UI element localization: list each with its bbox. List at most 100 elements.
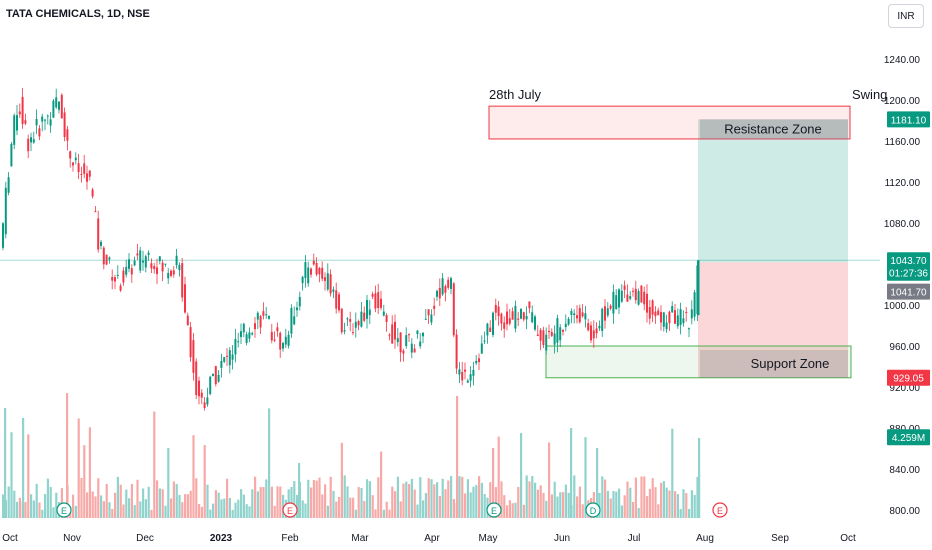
time-tick-label: Sep <box>771 533 789 544</box>
volume-bar <box>100 495 103 518</box>
volume-bar <box>674 491 677 518</box>
volume-bar <box>464 493 467 518</box>
volume-bar <box>223 498 226 518</box>
candle-body <box>508 318 511 324</box>
volume-bar <box>682 489 685 518</box>
candle-body <box>60 94 63 119</box>
volume-bar <box>422 500 425 518</box>
candle-body <box>161 262 164 272</box>
time-tick-label: Dec <box>136 533 154 544</box>
candle-body <box>301 276 304 284</box>
volume-bar <box>665 487 668 518</box>
resistance-zone-label: Resistance Zone <box>724 121 822 136</box>
last-candle-body <box>697 260 700 316</box>
volume-bar <box>97 478 100 518</box>
candle-body <box>685 311 688 313</box>
volume-bar <box>441 478 444 518</box>
volume-bar <box>576 496 579 518</box>
candle-body <box>136 253 139 256</box>
candle-body <box>648 307 651 319</box>
candle-body <box>251 333 254 335</box>
candle-body <box>18 111 21 115</box>
currency-button[interactable]: INR <box>888 4 924 28</box>
candle-body <box>399 332 402 353</box>
candle-body <box>262 311 265 316</box>
candle-body <box>245 334 248 343</box>
volume-bar <box>564 484 567 518</box>
candle-body <box>517 318 520 320</box>
volume-bar <box>452 499 455 518</box>
volume-bar <box>377 477 380 518</box>
candle-body <box>422 332 424 337</box>
volume-bar <box>324 484 327 518</box>
candle-body <box>346 318 349 320</box>
candle-body <box>128 259 130 269</box>
candle-body <box>282 343 284 349</box>
candle-body <box>623 285 626 290</box>
candle-body <box>273 339 276 341</box>
volume-bar <box>688 508 691 518</box>
candle-body <box>2 223 4 248</box>
volume-bar <box>203 444 206 518</box>
candle-body <box>242 323 245 333</box>
volume-bar <box>181 502 184 518</box>
time-tick-label: 2023 <box>210 533 233 544</box>
volume-layer <box>2 393 701 518</box>
candle-body <box>545 334 548 351</box>
volume-bar <box>310 487 313 518</box>
volume-bar <box>620 505 623 518</box>
volume-bar <box>352 497 355 518</box>
event-marker-label: E <box>287 506 293 516</box>
candle-body <box>32 139 35 143</box>
candle-body <box>276 327 279 332</box>
volume-bar <box>228 498 231 518</box>
volume-bar <box>242 494 245 518</box>
volume-bar <box>480 482 483 518</box>
volume-bar <box>217 492 220 518</box>
volume-bar <box>604 479 607 518</box>
price-tick-label: 1240.00 <box>884 55 921 66</box>
candle-body <box>41 116 44 122</box>
candle-body <box>184 284 186 313</box>
price-tag-bg <box>887 429 930 446</box>
candle-body <box>209 376 212 394</box>
volume-bar <box>256 491 259 518</box>
volume-bar <box>382 509 385 518</box>
candle-body <box>503 322 506 329</box>
candle-body <box>343 330 346 332</box>
volume-bar <box>497 436 500 518</box>
volume-bar <box>402 483 405 518</box>
candle-body <box>119 285 122 291</box>
price-tag-bg <box>887 264 930 281</box>
candle-body <box>559 327 562 341</box>
price-tag: 1041.70 <box>887 283 930 300</box>
candle-body <box>102 247 105 265</box>
volume-bar <box>209 509 212 518</box>
event-marker-badge <box>585 502 601 518</box>
volume-bar <box>514 502 517 518</box>
candle-body <box>436 290 438 297</box>
volume-bar <box>220 499 223 518</box>
volume-bar <box>237 499 240 518</box>
candle-body <box>679 309 682 325</box>
candle-body <box>116 274 119 276</box>
time-tick-label: May <box>479 533 498 544</box>
candle-body <box>402 350 405 354</box>
price-tag: 4.259M <box>887 429 930 446</box>
candle-body <box>520 308 522 319</box>
candle-body <box>315 263 318 275</box>
volume-bar <box>94 496 97 518</box>
price-tick-label: 1120.00 <box>885 178 921 189</box>
candle-body <box>629 296 632 299</box>
candle-body <box>133 260 136 266</box>
volume-bar <box>273 505 276 518</box>
candle-body <box>125 267 128 275</box>
time-axis[interactable]: Oct Nov Dec 2023 Feb Mar Apr May Jun Jul Aug Sep Oct <box>2 533 856 544</box>
volume-bar <box>609 498 612 518</box>
volume-bar <box>128 498 131 518</box>
volume-bar <box>368 481 371 518</box>
price-tags-layer: 1181.10 1043.70 01:27:36 1041.70 929.05 4.259… <box>887 111 930 446</box>
volume-bar <box>408 484 411 518</box>
volume-bar <box>332 490 335 518</box>
